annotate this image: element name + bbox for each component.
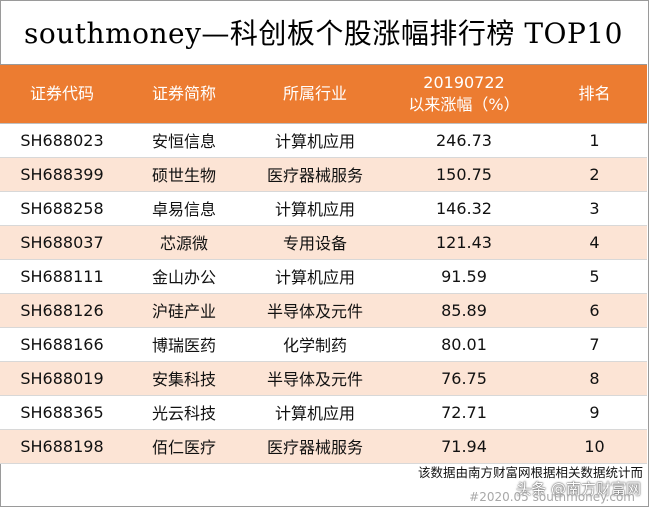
date-stamp: #2020.05 southmoney.com — [469, 490, 635, 504]
cell-code: SH688399 — [0, 157, 124, 192]
cell-name: 佰仁医疗 — [124, 429, 244, 464]
cell-code: SH688023 — [0, 123, 124, 158]
cell-gain: 121.43 — [386, 225, 542, 260]
source-note: 该数据由南方财富网根据相关数据统计而 — [417, 465, 643, 480]
table-row: SH688365 光云科技 计算机应用 72.71 9 — [0, 395, 647, 430]
cell-name: 金山办公 — [124, 259, 244, 294]
cell-code: SH688166 — [0, 327, 124, 362]
cell-rank: 1 — [542, 123, 647, 158]
cell-name: 卓易信息 — [124, 191, 244, 226]
cell-rank: 10 — [542, 429, 647, 464]
cell-industry: 计算机应用 — [244, 395, 386, 430]
cell-industry: 计算机应用 — [244, 191, 386, 226]
cell-code: SH688126 — [0, 293, 124, 328]
table-row: SH688111 金山办公 计算机应用 91.59 5 — [0, 259, 647, 294]
header-code: 证券代码 — [0, 65, 124, 124]
cell-rank: 6 — [542, 293, 647, 328]
cell-gain: 146.32 — [386, 191, 542, 226]
header-gain-date: 20190722 — [423, 72, 505, 92]
cell-industry: 计算机应用 — [244, 259, 386, 294]
cell-gain: 80.01 — [386, 327, 542, 362]
cell-industry: 半导体及元件 — [244, 293, 386, 328]
table-header-row: 证券代码 证券简称 所属行业 20190722 以来涨幅（%） 排名 — [0, 65, 647, 124]
table-row: SH688023 安恒信息 计算机应用 246.73 1 — [0, 123, 647, 158]
cell-gain: 71.94 — [386, 429, 542, 464]
cell-name: 安恒信息 — [124, 123, 244, 158]
header-name: 证券简称 — [124, 65, 244, 124]
cell-name: 硕世生物 — [124, 157, 244, 192]
cell-code: SH688365 — [0, 395, 124, 430]
cell-rank: 3 — [542, 191, 647, 226]
cell-gain: 91.59 — [386, 259, 542, 294]
cell-industry: 医疗器械服务 — [244, 429, 386, 464]
cell-rank: 7 — [542, 327, 647, 362]
header-gain-label: 以来涨幅（%） — [408, 94, 520, 114]
table-row: SH688019 安集科技 半导体及元件 76.75 8 — [0, 361, 647, 396]
cell-industry: 专用设备 — [244, 225, 386, 260]
cell-name: 博瑞医药 — [124, 327, 244, 362]
cell-gain: 150.75 — [386, 157, 542, 192]
cell-name: 芯源微 — [124, 225, 244, 260]
cell-gain: 72.71 — [386, 395, 542, 430]
table-row: SH688258 卓易信息 计算机应用 146.32 3 — [0, 191, 647, 226]
cell-rank: 9 — [542, 395, 647, 430]
cell-name: 安集科技 — [124, 361, 244, 396]
cell-rank: 5 — [542, 259, 647, 294]
cell-rank: 4 — [542, 225, 647, 260]
cell-industry: 医疗器械服务 — [244, 157, 386, 192]
cell-gain: 246.73 — [386, 123, 542, 158]
ranking-table: 证券代码 证券简称 所属行业 20190722 以来涨幅（%） 排名 SH688… — [0, 65, 647, 464]
cell-code: SH688111 — [0, 259, 124, 294]
header-industry: 所属行业 — [244, 65, 386, 124]
cell-industry: 半导体及元件 — [244, 361, 386, 396]
table-row: SH688037 芯源微 专用设备 121.43 4 — [0, 225, 647, 260]
cell-name: 沪硅产业 — [124, 293, 244, 328]
cell-rank: 2 — [542, 157, 647, 192]
cell-code: SH688258 — [0, 191, 124, 226]
page-title: southmoney—科创板个股涨幅排行榜 TOP10 — [0, 0, 647, 65]
table-row: SH688198 佰仁医疗 医疗器械服务 71.94 10 — [0, 429, 647, 464]
watermark: 头条 @南方财富网 — [516, 480, 641, 498]
cell-industry: 化学制药 — [244, 327, 386, 362]
cell-name: 光云科技 — [124, 395, 244, 430]
table-row: SH688399 硕世生物 医疗器械服务 150.75 2 — [0, 157, 647, 192]
cell-rank: 8 — [542, 361, 647, 396]
cell-code: SH688019 — [0, 361, 124, 396]
table-row: SH688166 博瑞医药 化学制药 80.01 7 — [0, 327, 647, 362]
table-row: SH688126 沪硅产业 半导体及元件 85.89 6 — [0, 293, 647, 328]
cell-industry: 计算机应用 — [244, 123, 386, 158]
cell-gain: 85.89 — [386, 293, 542, 328]
cell-code: SH688198 — [0, 429, 124, 464]
cell-gain: 76.75 — [386, 361, 542, 396]
header-rank: 排名 — [542, 65, 647, 124]
cell-code: SH688037 — [0, 225, 124, 260]
header-gain: 20190722 以来涨幅（%） — [386, 65, 542, 124]
